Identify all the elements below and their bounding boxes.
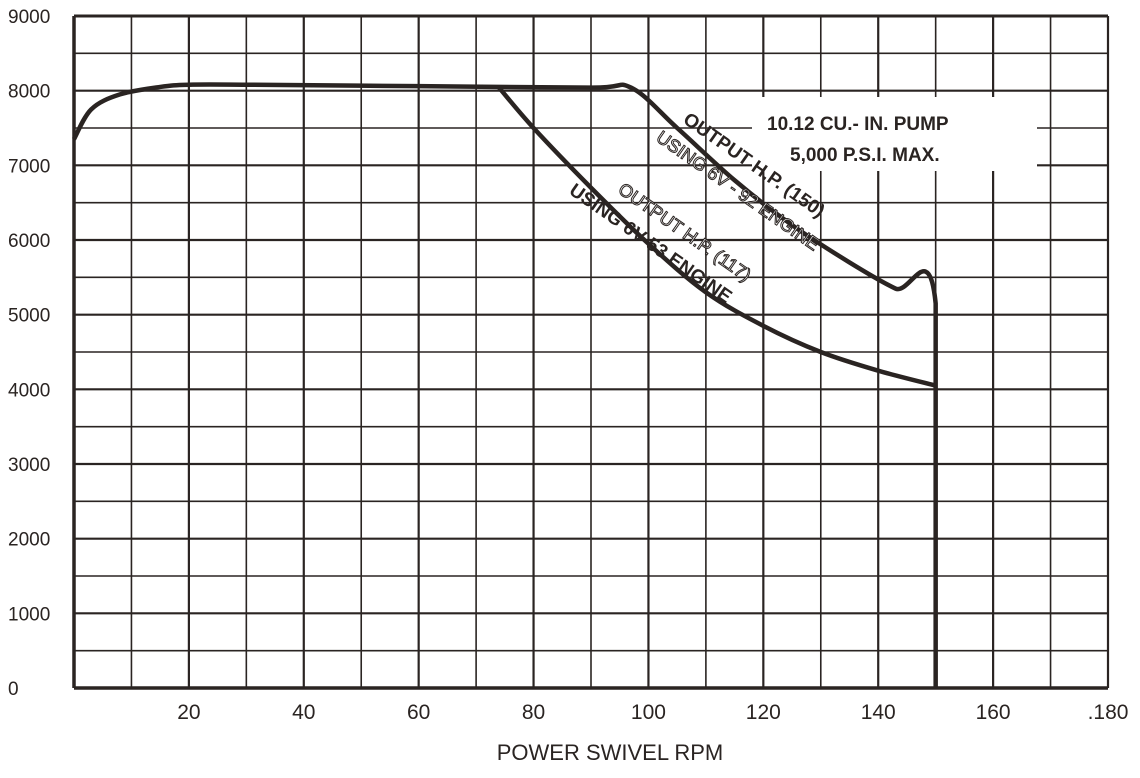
- y-tick-label: 2000: [8, 530, 50, 551]
- x-tick-label: 40: [292, 701, 315, 724]
- x-axis-label: POWER SWIVEL RPM: [497, 740, 724, 765]
- y-tick-label: 1000: [8, 604, 50, 625]
- y-tick-label: 8000: [8, 82, 50, 103]
- y-tick-label: 9000: [8, 7, 50, 28]
- tick-labels: 0 1000 2000 3000 4000 5000 6000 7000 8000 9000 20 4…: [8, 7, 1128, 724]
- series: [72, 82, 938, 688]
- pump-annotation-line2: 5,000 P.S.I. MAX.: [790, 145, 940, 166]
- series-line-1: [72, 82, 938, 688]
- x-tick-label: .180: [1088, 701, 1129, 724]
- x-tick-label: 160: [976, 701, 1011, 724]
- x-tick-label: 100: [631, 701, 666, 724]
- x-tick-label: 20: [177, 701, 200, 724]
- x-tick-label: 140: [861, 701, 896, 724]
- y-tick-label: 6000: [8, 231, 50, 252]
- y-tick-label: 7000: [8, 156, 50, 177]
- x-tick-label: 120: [746, 701, 781, 724]
- y-tick-label: 0: [8, 679, 19, 700]
- pump-annotation-box: [752, 97, 1037, 171]
- y-tick-label: 3000: [8, 455, 50, 476]
- series-line-2: [497, 86, 937, 388]
- x-tick-label: 60: [407, 701, 430, 724]
- y-tick-label: 4000: [8, 380, 50, 401]
- x-tick-label: 80: [522, 701, 545, 724]
- y-tick-label: 5000: [8, 306, 50, 327]
- pump-annotation-line1: 10.12 CU.- IN. PUMP: [767, 114, 949, 135]
